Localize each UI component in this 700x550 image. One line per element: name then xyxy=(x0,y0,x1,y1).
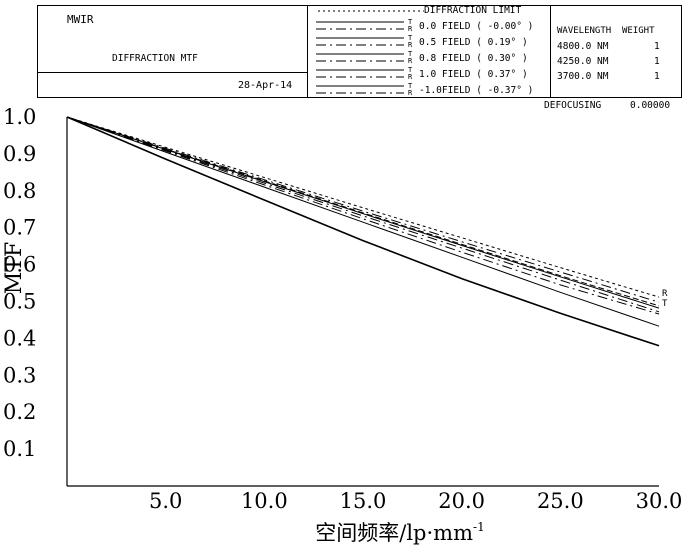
weight-value: 1 xyxy=(654,41,660,52)
y-tick-label: 0.9 xyxy=(3,142,36,166)
wavelength-value: 4250.0 NM xyxy=(557,56,609,67)
mtf-series-line xyxy=(66,116,660,313)
y-tick-label: 0.2 xyxy=(3,400,36,424)
mtf-series-line xyxy=(66,116,660,298)
legend-swatch xyxy=(316,53,404,62)
field-label: 0.0 FIELD ( -0.00° ) xyxy=(419,21,534,32)
mtf-series-line xyxy=(66,116,660,303)
y-tick-label: 0.7 xyxy=(3,216,36,240)
mtf-series-line xyxy=(66,116,660,315)
legend-row: T R 0.8 FIELD ( 0.30° ) xyxy=(312,50,552,66)
weight-header: WEIGHT xyxy=(622,26,655,36)
mtf-series-line xyxy=(66,116,660,347)
header-rule xyxy=(37,72,308,73)
x-axis-label: 空间频率/lp·mm-1 xyxy=(315,520,484,545)
legend-swatch xyxy=(316,37,404,46)
legend-row: T R 1.0 FIELD ( 0.37° ) xyxy=(312,66,552,82)
defocusing-value: 0.00000 xyxy=(630,100,671,111)
x-tick-label: 25.0 xyxy=(537,489,584,513)
mtf-series-line xyxy=(66,116,660,327)
legend: DIFFRACTION LIMIT T R 0.0 FIELD ( -0.00° )… xyxy=(312,6,550,98)
field-label: 0.8 FIELD ( 0.30° ) xyxy=(419,53,528,64)
header-divider-2 xyxy=(550,5,551,98)
legend-row: T R 0.5 FIELD ( 0.19° ) xyxy=(312,34,552,50)
header-frame xyxy=(37,5,682,98)
diffraction-limit-label: DIFFRACTION LIMIT xyxy=(424,5,522,16)
tangential-mark: T xyxy=(408,18,413,26)
y-tick-label: 0.1 xyxy=(3,437,36,461)
weight-value: 1 xyxy=(654,56,660,67)
header-divider-1 xyxy=(307,5,308,98)
x-tick-label: 30.0 xyxy=(636,489,683,513)
x-tick-label: 20.0 xyxy=(438,489,485,513)
legend-swatch xyxy=(316,21,404,30)
defocusing-label: DEFOCUSING xyxy=(544,100,602,111)
radial-mark: R xyxy=(408,41,413,49)
weight-value: 1 xyxy=(654,71,660,82)
x-tick-label: 5.0 xyxy=(149,489,182,513)
y-tick-label: 0.6 xyxy=(3,253,36,277)
tangential-mark: T xyxy=(408,50,413,58)
y-tick-label: 0.4 xyxy=(3,326,36,350)
tangential-mark: T xyxy=(408,66,413,74)
legend-swatch xyxy=(316,85,404,94)
wavelength-value: 4800.0 NM xyxy=(557,41,609,52)
lens-name: MWIR xyxy=(67,13,94,26)
mtf-series-line xyxy=(66,116,660,307)
field-label: -1.0FIELD ( -0.37° ) xyxy=(419,85,534,96)
y-tick-label: 0.5 xyxy=(3,290,36,314)
tangential-mark: T xyxy=(408,82,413,90)
wavelength-header: WAVELENGTH xyxy=(557,26,612,36)
legend-row: T R 0.0 FIELD ( -0.00° ) xyxy=(312,18,552,34)
y-tick-label: 0.8 xyxy=(3,179,36,203)
field-label: 1.0 FIELD ( 0.37° ) xyxy=(419,69,528,80)
field-label: 0.5 FIELD ( 0.19° ) xyxy=(419,37,528,48)
y-tick-label: 1.0 xyxy=(3,105,36,129)
radial-mark: R xyxy=(408,25,413,33)
y-axis-label: MTF xyxy=(2,242,27,294)
end-mark: T xyxy=(662,299,668,309)
wavelength-value: 3700.0 NM xyxy=(557,71,609,82)
y-tick-label: 0.3 xyxy=(3,363,36,387)
legend-swatch xyxy=(316,69,404,78)
plot-title: DIFFRACTION MTF xyxy=(112,53,198,64)
plot-date: 28-Apr-14 xyxy=(238,80,293,91)
legend-row: T R -1.0FIELD ( -0.37° ) xyxy=(312,82,552,98)
radial-mark: R xyxy=(408,89,413,97)
radial-mark: R xyxy=(408,73,413,81)
x-tick-label: 15.0 xyxy=(340,489,387,513)
tangential-mark: T xyxy=(408,34,413,42)
radial-mark: R xyxy=(408,57,413,65)
x-tick-label: 10.0 xyxy=(241,489,288,513)
end-mark: R xyxy=(662,289,668,299)
